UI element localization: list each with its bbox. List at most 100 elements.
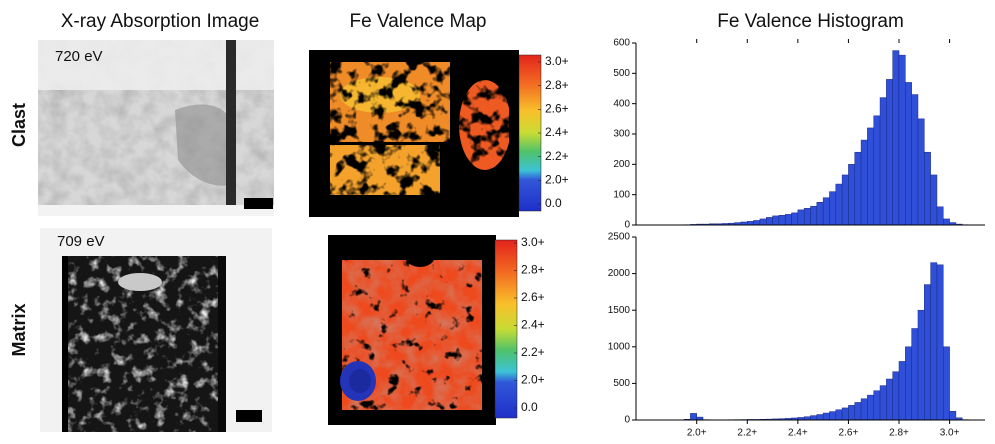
bar xyxy=(804,208,810,225)
xray-image xyxy=(40,228,272,432)
colorbar-label: 3.0+ xyxy=(545,54,569,68)
bar xyxy=(918,119,924,225)
valence-map xyxy=(314,55,514,212)
row-label: Clast xyxy=(9,103,29,147)
energy-label: 709 eV xyxy=(57,233,105,250)
x-tick-label: 2.4+ xyxy=(788,428,808,439)
bar xyxy=(842,175,848,225)
bar xyxy=(848,405,854,420)
bar xyxy=(836,410,842,420)
bar xyxy=(848,164,854,225)
colorbar-label: 2.8+ xyxy=(521,263,545,277)
y-tick-label: 2000 xyxy=(608,268,631,279)
bar xyxy=(867,128,873,225)
bar xyxy=(855,152,861,225)
bar xyxy=(836,184,842,225)
bar xyxy=(880,98,886,225)
bar xyxy=(760,219,766,225)
bar xyxy=(912,329,918,421)
bar xyxy=(918,310,924,420)
chart-title: Fe Valence Histogram xyxy=(717,11,904,32)
y-tick-label: 100 xyxy=(613,189,630,200)
bar xyxy=(690,413,696,420)
bar xyxy=(943,219,949,225)
bar xyxy=(861,140,867,225)
xray-image xyxy=(38,40,274,216)
bar xyxy=(874,391,880,420)
y-tick-label: 600 xyxy=(613,38,630,49)
bar xyxy=(823,198,829,225)
bar xyxy=(823,413,829,420)
bar xyxy=(886,379,892,420)
bar xyxy=(874,116,880,225)
colorbar-label: 2.8+ xyxy=(545,78,569,92)
y-tick-label: 0 xyxy=(624,415,630,426)
bar xyxy=(931,263,937,420)
bar xyxy=(880,386,886,420)
colorbar xyxy=(495,240,517,418)
x-tick-label: 2.8+ xyxy=(889,428,909,439)
bar xyxy=(773,216,779,225)
bar xyxy=(912,95,918,225)
y-tick-label: 200 xyxy=(613,159,630,170)
colorbar-label: 2.0+ xyxy=(545,173,569,187)
bar xyxy=(829,192,835,225)
bar xyxy=(747,221,753,225)
y-tick-label: 500 xyxy=(613,378,630,389)
bar xyxy=(861,399,867,420)
colorbar-label: 3.0+ xyxy=(521,235,545,249)
y-tick-label: 1500 xyxy=(608,305,631,316)
bar xyxy=(905,347,911,420)
bar xyxy=(855,402,861,420)
valence-map xyxy=(333,240,491,420)
bar xyxy=(811,206,817,225)
bar xyxy=(937,207,943,225)
column-title: X-ray Absorption Image xyxy=(61,11,260,32)
bar xyxy=(811,416,817,420)
x-tick-label: 3.0+ xyxy=(940,428,960,439)
y-tick-label: 500 xyxy=(613,68,630,79)
bar xyxy=(899,55,905,225)
energy-label: 720 eV xyxy=(55,48,103,65)
colorbar-label: 2.2+ xyxy=(521,345,545,359)
bar xyxy=(924,152,930,225)
colorbar-label: 2.4+ xyxy=(545,125,569,139)
y-tick-label: 300 xyxy=(613,129,630,140)
colorbar-label: 2.6+ xyxy=(521,290,545,304)
bar xyxy=(893,372,899,420)
y-tick-label: 1000 xyxy=(608,341,631,352)
colorbar xyxy=(519,55,541,211)
colorbar-label: 2.2+ xyxy=(545,149,569,163)
bar xyxy=(785,214,791,225)
x-tick-label: 2.0+ xyxy=(687,428,707,439)
row-label: Matrix xyxy=(9,303,29,356)
y-tick-label: 2500 xyxy=(608,232,631,243)
bar xyxy=(937,265,943,420)
colorbar-label: 2.4+ xyxy=(521,318,545,332)
bar xyxy=(798,210,804,225)
colorbar-label: 0.0 xyxy=(545,196,562,210)
bar xyxy=(754,220,760,225)
bar xyxy=(931,175,937,225)
bar xyxy=(842,408,848,420)
bar xyxy=(829,412,835,420)
bar xyxy=(766,217,772,225)
bar xyxy=(950,411,956,420)
column-title: Fe Valence Map xyxy=(350,11,487,32)
y-tick-label: 400 xyxy=(613,98,630,109)
bar xyxy=(779,215,785,225)
bar xyxy=(817,202,823,225)
x-tick-label: 2.6+ xyxy=(839,428,859,439)
bar xyxy=(924,285,930,420)
bar xyxy=(817,415,823,420)
bar xyxy=(943,347,949,420)
bar xyxy=(905,82,911,225)
bar xyxy=(886,79,892,225)
x-tick-label: 2.2+ xyxy=(737,428,757,439)
bar xyxy=(893,51,899,225)
colorbar-label: 2.6+ xyxy=(545,102,569,116)
colorbar-label: 2.0+ xyxy=(521,373,545,387)
colorbar-label: 0.0 xyxy=(521,400,538,414)
y-tick-label: 0 xyxy=(624,220,630,231)
